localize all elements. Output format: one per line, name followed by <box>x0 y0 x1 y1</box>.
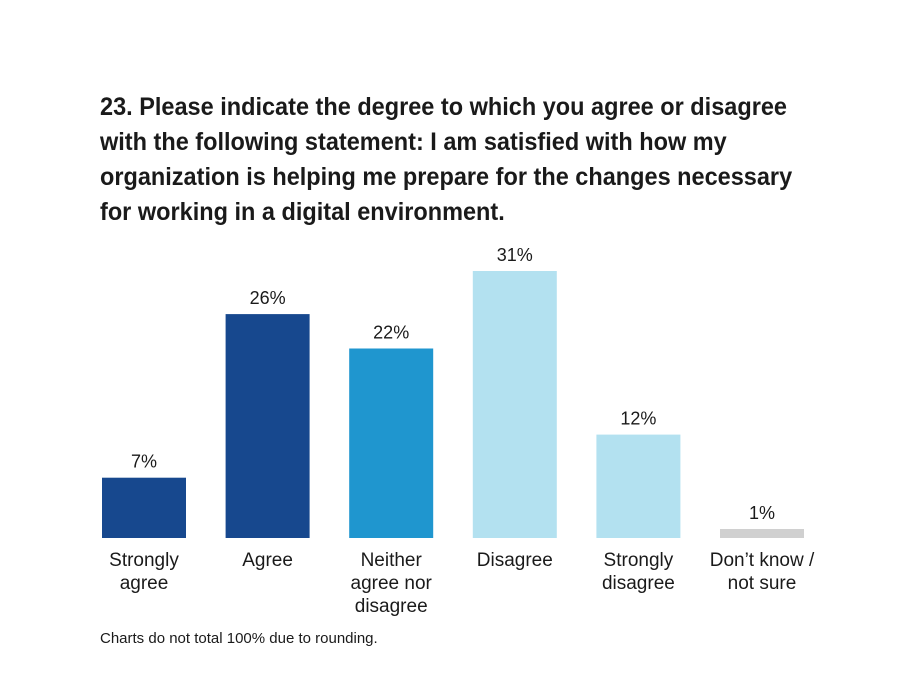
category-label: Agree <box>242 550 293 571</box>
category-label: Disagree <box>477 550 553 571</box>
chart-title: 23. Please indicate the degree to which … <box>100 93 793 226</box>
bar <box>596 434 681 538</box>
bar <box>472 271 557 538</box>
category-label: Don’t know / not sure <box>710 550 815 594</box>
bar <box>102 477 186 538</box>
data-label: 1% <box>749 503 775 523</box>
data-label: 22% <box>373 323 409 343</box>
bar <box>349 348 434 538</box>
chart-footnote: Charts do not total 100% due to rounding… <box>100 630 378 647</box>
bar <box>720 529 804 538</box>
data-label: 12% <box>620 409 656 429</box>
value-labels-layer: 7% 26% 22% 31% 12% 1% <box>131 245 775 523</box>
data-label: 31% <box>497 245 533 265</box>
category-labels-layer: Strongly agree Agree Neither agree nor disagr… <box>109 550 815 617</box>
category-label: Strongly agree <box>109 550 179 594</box>
data-label: 26% <box>250 288 286 308</box>
bars-layer <box>102 271 804 538</box>
bar <box>225 314 310 538</box>
category-label: Strongly disagree <box>602 550 675 594</box>
category-label: Neither agree nor disagree <box>351 550 433 617</box>
data-label: 7% <box>131 452 157 472</box>
